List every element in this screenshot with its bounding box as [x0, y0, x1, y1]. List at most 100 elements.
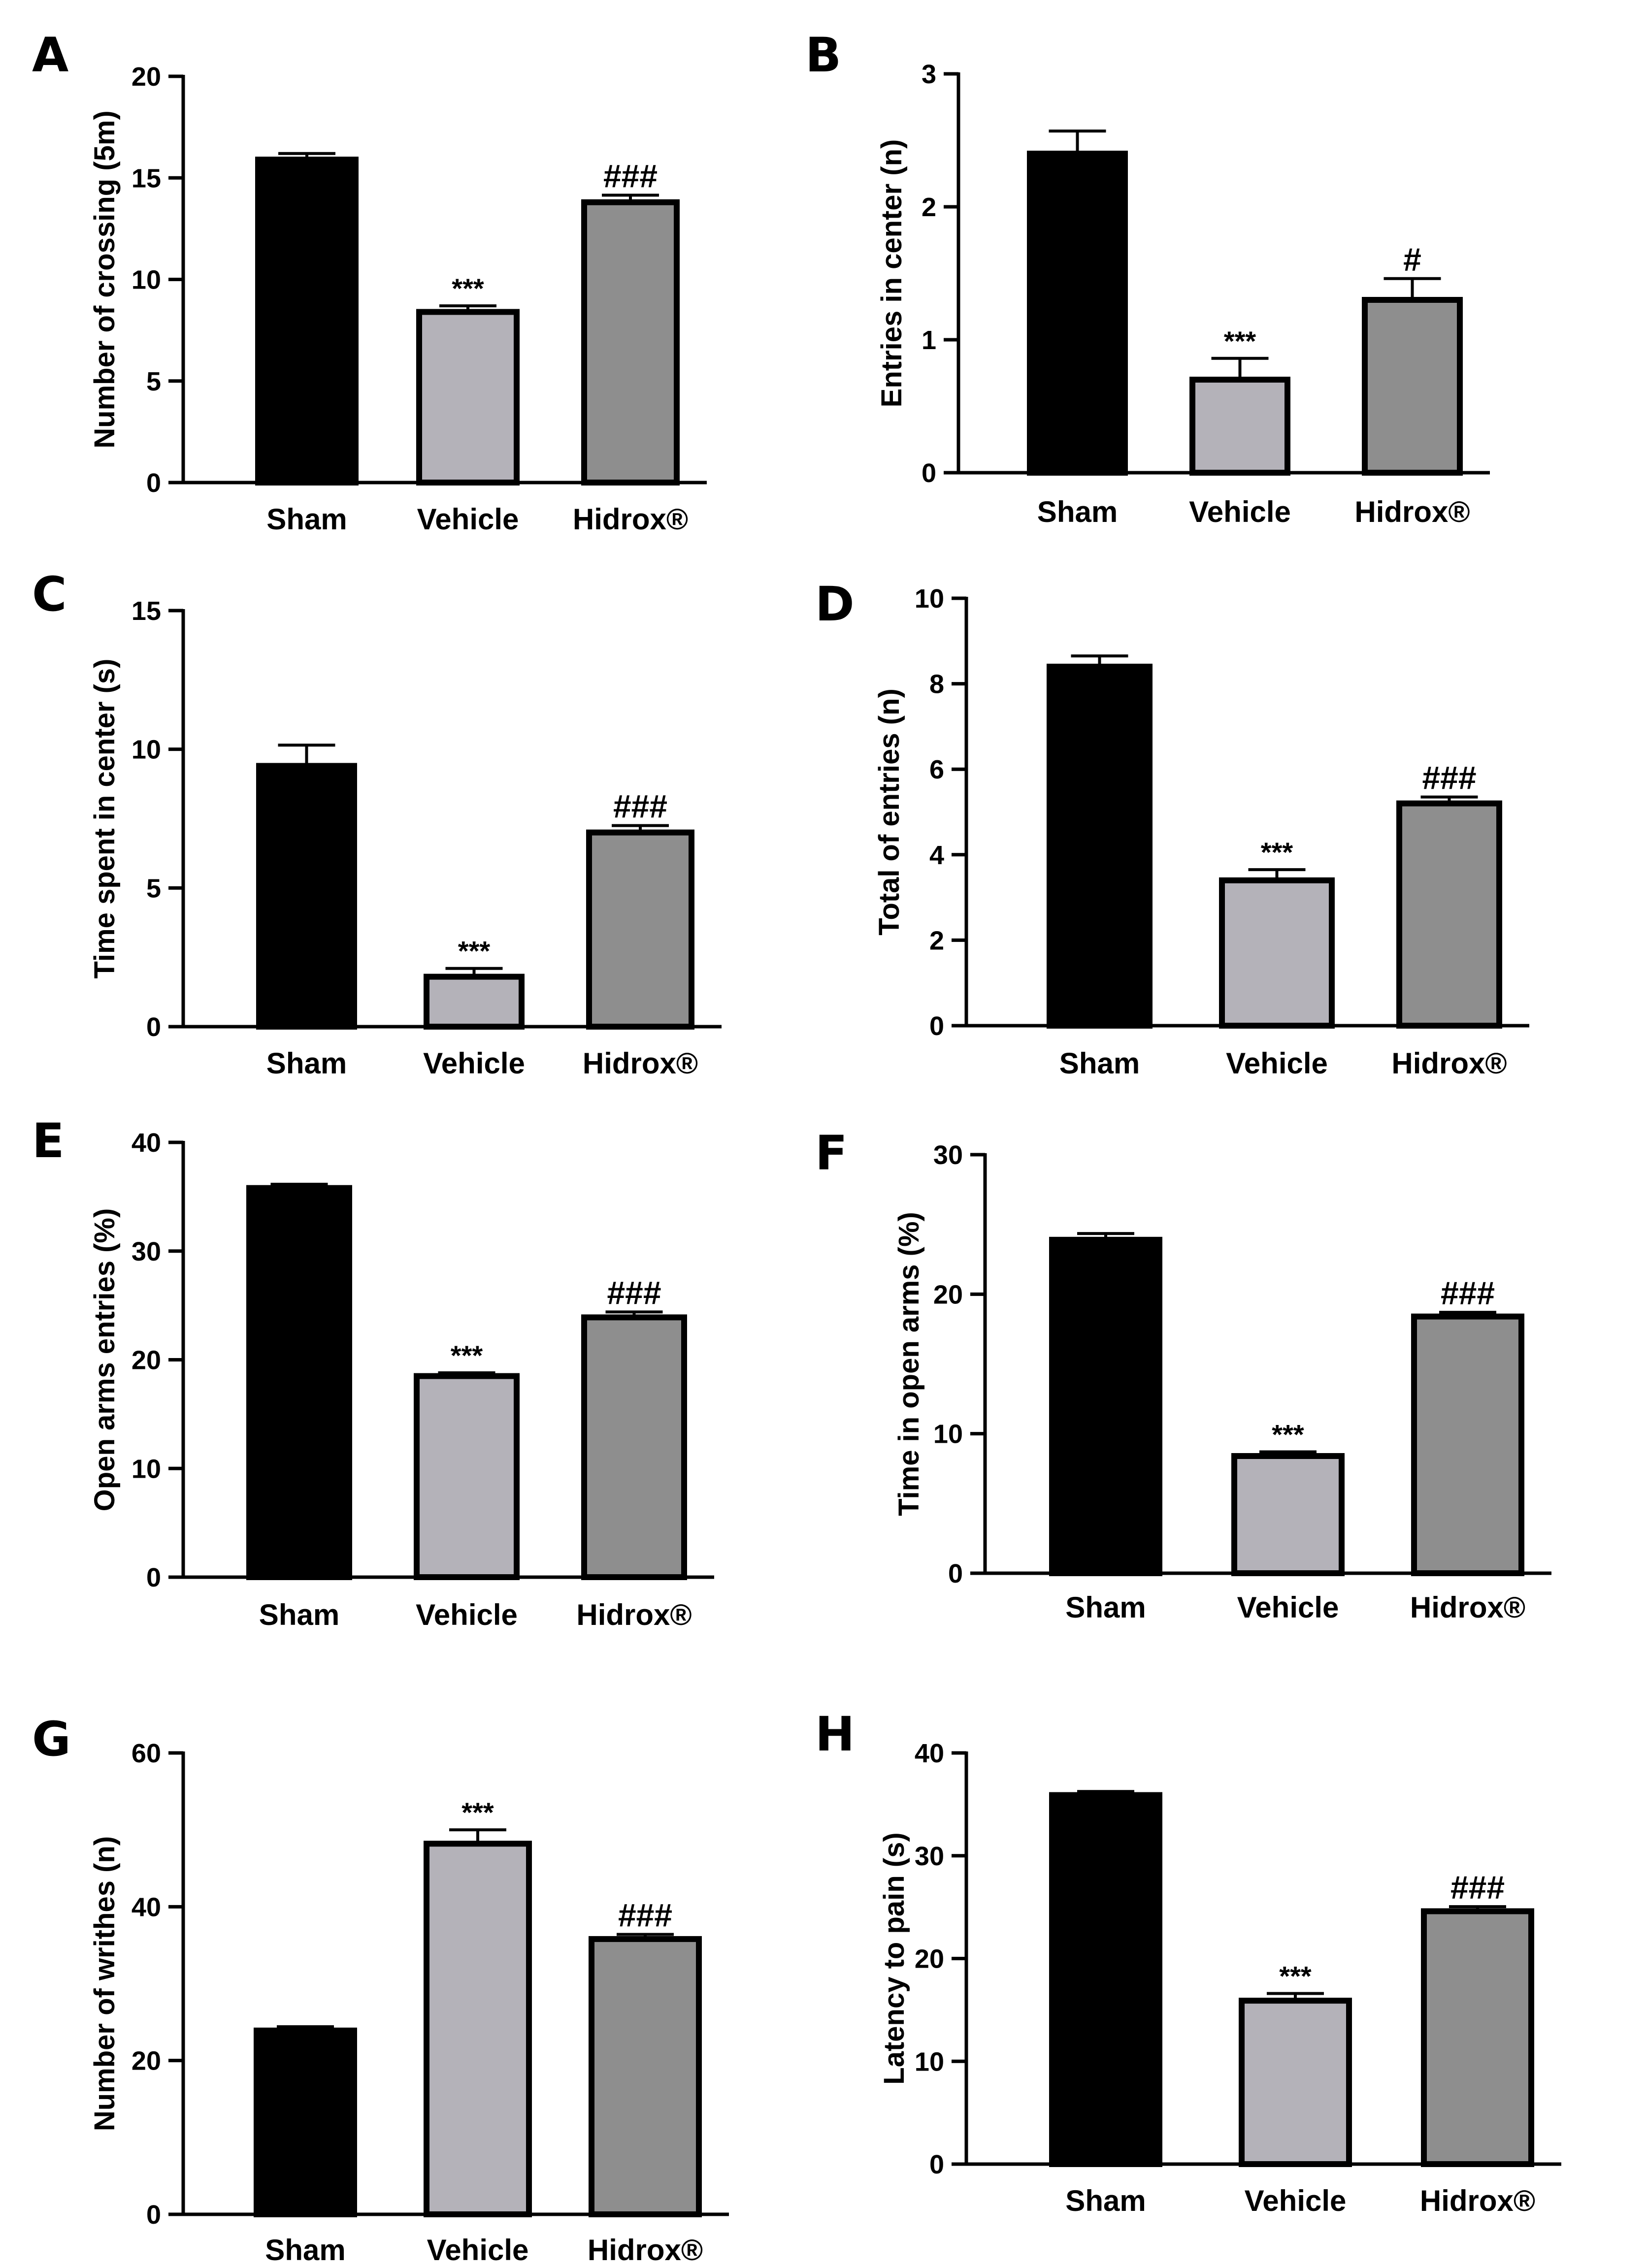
- panel-letter-b: B: [805, 28, 841, 83]
- y-tick-label-d-2: 4: [929, 841, 944, 870]
- y-tick-label-d-4: 8: [929, 670, 944, 699]
- y-tick-label-b-3: 3: [922, 60, 936, 89]
- significance-label-f-3: ###: [1441, 1275, 1495, 1311]
- y-tick-label-d-5: 10: [915, 584, 944, 614]
- significance-label-c-3: ###: [613, 788, 667, 825]
- category-label-f-1: Sham: [1065, 1591, 1146, 1624]
- category-label-b-1: Sham: [1037, 495, 1118, 528]
- bar-d-2: [1219, 877, 1335, 1029]
- y-tick-label-g-3: 60: [132, 1739, 161, 1768]
- y-tick-label-g-1: 20: [132, 2046, 161, 2076]
- bar-a-1: [255, 157, 359, 486]
- bar-c-3: [586, 829, 694, 1030]
- category-label-f-3: Hidrox®: [1410, 1591, 1525, 1624]
- bar-e-2: [414, 1373, 520, 1581]
- category-label-a-3: Hidrox®: [573, 503, 688, 536]
- category-label-d-3: Hidrox®: [1391, 1047, 1507, 1080]
- category-label-h-2: Vehicle: [1245, 2184, 1347, 2217]
- significance-label-f-2: ***: [1272, 1419, 1304, 1450]
- panel-letter-h: H: [815, 1707, 855, 1762]
- significance-label-g-3: ###: [618, 1897, 672, 1934]
- chart-panel-c: C Time spent in center (s) Sham *** Vehicle #…: [32, 567, 722, 1080]
- y-tick-label-f-2: 20: [933, 1280, 963, 1309]
- y-tick-label-d-3: 6: [929, 755, 944, 784]
- y-axis-title-h: Latency to pain (s): [878, 1832, 910, 2084]
- category-label-c-1: Sham: [266, 1047, 347, 1080]
- y-axis-title-b: Entries in center (n): [876, 139, 908, 408]
- significance-label-d-2: ***: [1261, 837, 1293, 868]
- significance-label-a-3: ###: [603, 158, 658, 194]
- chart-panel-a: A Number of crossing (5m) Sham *** Vehicle ##…: [32, 28, 707, 536]
- category-label-b-2: Vehicle: [1189, 495, 1291, 528]
- y-tick-label-e-1: 10: [132, 1454, 161, 1484]
- category-label-d-2: Vehicle: [1226, 1047, 1328, 1080]
- bar-c-2: [424, 973, 525, 1030]
- y-tick-label-d-0: 0: [929, 1011, 944, 1041]
- panel-letter-c: C: [32, 567, 66, 622]
- significance-label-e-3: ###: [607, 1274, 661, 1311]
- significance-label-e-2: ***: [451, 1340, 483, 1371]
- y-tick-label-e-4: 40: [132, 1128, 161, 1158]
- y-tick-label-b-2: 2: [922, 193, 936, 222]
- bar-h-2: [1239, 1998, 1352, 2167]
- category-label-a-2: Vehicle: [417, 503, 519, 536]
- significance-label-a-2: ***: [452, 273, 484, 304]
- y-tick-label-e-0: 0: [146, 1563, 161, 1592]
- y-tick-label-a-2: 10: [132, 265, 161, 295]
- significance-label-b-3: #: [1403, 241, 1421, 278]
- bar-a-2: [416, 309, 520, 486]
- category-label-h-1: Sham: [1065, 2184, 1146, 2217]
- significance-label-h-3: ###: [1450, 1869, 1505, 1906]
- panel-letter-d: D: [815, 577, 855, 632]
- chart-panel-h: H Latency to pain (s) Sham *** Vehicle ### Hid…: [815, 1707, 1561, 2217]
- significance-label-b-2: ***: [1224, 325, 1256, 356]
- panel-letter-g: G: [32, 1712, 71, 1767]
- bar-b-2: [1189, 377, 1290, 476]
- y-tick-label-c-2: 10: [132, 735, 161, 765]
- category-label-g-3: Hidrox®: [588, 2234, 703, 2267]
- panel-letter-f: F: [815, 1126, 848, 1181]
- y-axis-title-e: Open arms entries (%): [89, 1208, 121, 1512]
- category-label-e-3: Hidrox®: [576, 1598, 692, 1631]
- y-tick-label-a-1: 5: [146, 367, 161, 396]
- chart-panel-e: E Open arms entries (%) Sham *** Vehicle ### H…: [32, 1113, 714, 1631]
- category-label-e-1: Sham: [259, 1598, 339, 1631]
- y-tick-label-f-0: 0: [948, 1559, 963, 1588]
- chart-panel-g: G Number of writhes (n) Sham *** Vehicle ### H…: [32, 1712, 729, 2267]
- y-tick-label-b-1: 1: [922, 325, 936, 355]
- y-tick-label-e-2: 20: [132, 1346, 161, 1375]
- panel-letter-a: A: [32, 28, 68, 83]
- bar-b-3: [1362, 297, 1463, 476]
- y-tick-label-d-1: 2: [929, 926, 944, 955]
- bar-d-3: [1396, 800, 1502, 1029]
- category-label-e-2: Vehicle: [416, 1598, 518, 1631]
- bar-b-1: [1027, 151, 1128, 476]
- y-tick-label-a-3: 15: [132, 163, 161, 193]
- y-tick-label-h-0: 0: [929, 2150, 944, 2179]
- bar-d-1: [1047, 663, 1153, 1029]
- category-label-d-1: Sham: [1059, 1047, 1140, 1080]
- bar-c-1: [256, 763, 357, 1030]
- y-tick-label-c-3: 15: [132, 596, 161, 626]
- y-tick-label-h-1: 10: [915, 2047, 944, 2076]
- bar-f-2: [1231, 1453, 1345, 1576]
- chart-panel-f: F Time in open arms (%) Sham *** Vehicle ### H…: [815, 1126, 1551, 1624]
- y-tick-label-c-1: 5: [146, 874, 161, 903]
- category-label-a-1: Sham: [266, 503, 347, 536]
- y-tick-label-h-3: 30: [915, 1842, 944, 1871]
- bar-e-3: [581, 1314, 687, 1580]
- y-tick-label-a-4: 20: [132, 62, 161, 92]
- significance-label-g-2: ***: [461, 1797, 494, 1828]
- bar-h-1: [1049, 1792, 1162, 2167]
- y-axis-title-g: Number of writhes (n): [89, 1836, 121, 2131]
- y-axis-title-a: Number of crossing (5m): [89, 110, 121, 448]
- y-tick-label-g-2: 40: [132, 1892, 161, 1922]
- category-label-c-2: Vehicle: [423, 1047, 525, 1080]
- y-tick-label-e-3: 30: [132, 1237, 161, 1266]
- bar-f-3: [1411, 1313, 1524, 1577]
- panel-letter-e: E: [32, 1113, 65, 1168]
- chart-panel-d: D Total of entries (n) Sham *** Vehicle ### Hi…: [815, 577, 1529, 1080]
- y-tick-label-f-3: 30: [933, 1140, 963, 1170]
- significance-label-h-2: ***: [1279, 1960, 1312, 1991]
